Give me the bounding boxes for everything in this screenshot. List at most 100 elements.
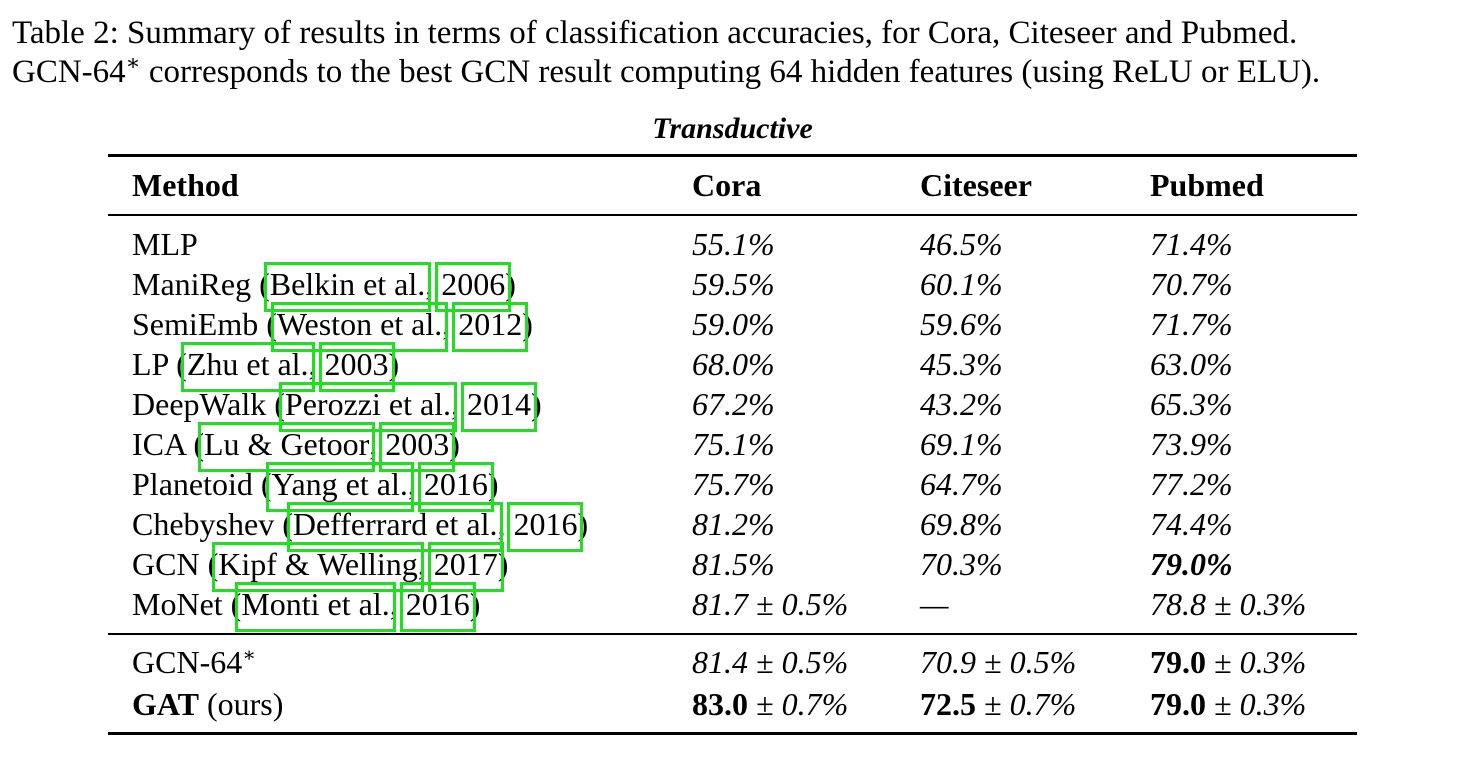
- method-name: MLP: [132, 226, 198, 262]
- caption-line-1: Table 2: Summary of results in terms of …: [12, 15, 1298, 51]
- citation-year: 2003: [318, 342, 395, 392]
- cora-cell-value: 67.2%: [692, 386, 775, 422]
- citeseer-cell-value: 60.1%: [920, 266, 1003, 302]
- citation-year: 2016: [417, 462, 494, 512]
- method-cell: GAT (ours): [132, 686, 283, 723]
- pubmed-cell-value: 74.4%: [1150, 506, 1233, 542]
- method-cell: Chebyshev (Defferrard et al., 2016): [132, 502, 588, 552]
- citation-link-box[interactable]: [180, 342, 315, 392]
- cora-cell: 81.2%: [692, 506, 775, 543]
- citeseer-cell-std: ± 0.7%: [976, 686, 1077, 722]
- citeseer-cell-value: —: [920, 586, 949, 622]
- pubmed-cell-value: 77.2%: [1150, 466, 1233, 502]
- pubmed-cell: 79.0%: [1150, 546, 1233, 583]
- cora-cell-value: 81.5%: [692, 546, 775, 582]
- method-cell: SemiEmb (Weston et al., 2012): [132, 302, 533, 352]
- header-pubmed: Pubmed: [1150, 167, 1264, 203]
- citation-authors: Yang et al.: [265, 462, 414, 512]
- citeseer-cell: 72.5 ± 0.7%: [920, 686, 1076, 723]
- method-name: ManiReg: [132, 266, 252, 302]
- method-cell: GCN (Kipf & Welling, 2017): [132, 542, 508, 592]
- method-cell: ManiReg (Belkin et al., 2006): [132, 262, 516, 312]
- cora-cell: 59.0%: [692, 306, 775, 343]
- citation-link-box[interactable]: [427, 542, 504, 592]
- citation-year: 2012: [452, 302, 529, 352]
- citation-link-box[interactable]: [461, 382, 538, 432]
- citation-authors: Zhu et al.: [180, 342, 315, 392]
- citeseer-cell-value: 70.3%: [920, 546, 1003, 582]
- method-name: Planetoid: [132, 466, 253, 502]
- caption-line-2-rest: corresponds to the best GCN result compu…: [140, 54, 1321, 90]
- pubmed-cell: 73.9%: [1150, 426, 1233, 463]
- section-rule: [108, 633, 1357, 635]
- citeseer-cell-value: 69.1%: [920, 426, 1003, 462]
- citation-link-box[interactable]: [212, 542, 424, 592]
- pubmed-cell: 70.7%: [1150, 266, 1233, 303]
- citation-link-box[interactable]: [379, 422, 456, 472]
- citeseer-cell-value: 46.5%: [920, 226, 1003, 262]
- citeseer-cell-value: 45.3%: [920, 346, 1003, 382]
- method-name: ICA: [132, 426, 186, 462]
- pubmed-cell: 77.2%: [1150, 466, 1233, 503]
- citeseer-cell: 70.9 ± 0.5%: [920, 644, 1076, 681]
- method-suffix: (ours): [198, 686, 284, 722]
- header-rule: [108, 214, 1357, 216]
- citation-year: 2014: [461, 382, 538, 432]
- citation-year: 2016: [507, 502, 584, 552]
- citeseer-cell-value: 59.6%: [920, 306, 1003, 342]
- citeseer-cell: 43.2%: [920, 386, 1003, 423]
- cora-cell-value: 75.1%: [692, 426, 775, 462]
- citeseer-cell-mean: 70.9: [920, 644, 976, 680]
- cora-cell-std: ± 0.5%: [748, 586, 849, 622]
- header-method: Method: [132, 167, 239, 203]
- citation-authors: Belkin et al.: [263, 262, 432, 312]
- method-cell: Planetoid (Yang et al., 2016): [132, 462, 498, 512]
- citeseer-cell: 70.3%: [920, 546, 1003, 583]
- cora-cell: 81.4 ± 0.5%: [692, 644, 848, 681]
- method-cell: DeepWalk (Perozzi et al., 2014): [132, 382, 542, 432]
- citation-link-box[interactable]: [278, 382, 458, 432]
- cora-cell-mean: 81.4: [692, 644, 748, 680]
- method-name: LP: [132, 346, 169, 382]
- method-cell: ICA (Lu & Getoor, 2003): [132, 422, 460, 472]
- cora-cell: 67.2%: [692, 386, 775, 423]
- citation-authors: Lu & Getoor: [198, 422, 376, 472]
- top-rule: [108, 154, 1357, 157]
- citeseer-cell: 69.1%: [920, 426, 1003, 463]
- citation-year: 2003: [379, 422, 456, 472]
- cora-cell: 55.1%: [692, 226, 775, 263]
- method-name: Chebyshev: [132, 506, 275, 542]
- citation-link-box[interactable]: [286, 502, 504, 552]
- citation-link-box[interactable]: [417, 462, 494, 512]
- citeseer-cell: —: [920, 586, 948, 623]
- caption-gcn64: GCN-64: [12, 54, 126, 90]
- pubmed-cell-value: 65.3%: [1150, 386, 1233, 422]
- citation-link-box[interactable]: [198, 422, 376, 472]
- caption-line-2: GCN-64∗ corresponds to the best GCN resu…: [12, 50, 1467, 92]
- caption-star: ∗: [125, 50, 141, 75]
- cora-cell-value: 75.7%: [692, 466, 775, 502]
- cora-cell-mean: 83.0: [692, 686, 748, 722]
- method-cell: MLP: [132, 226, 198, 263]
- citeseer-cell: 46.5%: [920, 226, 1003, 263]
- cora-cell: 59.5%: [692, 266, 775, 303]
- citation-link-box[interactable]: [270, 302, 449, 352]
- citeseer-cell-value: 43.2%: [920, 386, 1003, 422]
- method-cell: MoNet (Monti et al., 2016): [132, 582, 480, 632]
- citation-link-box[interactable]: [507, 502, 584, 552]
- cora-cell-value: 81.2%: [692, 506, 775, 542]
- pubmed-cell-mean: 78.8: [1150, 586, 1206, 622]
- citation-link-box[interactable]: [435, 262, 512, 312]
- citation-link-box[interactable]: [399, 582, 476, 632]
- cora-cell-value: 55.1%: [692, 226, 775, 262]
- header-cora: Cora: [692, 167, 762, 203]
- citeseer-cell: 59.6%: [920, 306, 1003, 343]
- citation-link-box[interactable]: [263, 262, 432, 312]
- citation-link-box[interactable]: [265, 462, 414, 512]
- citation-authors: Monti et al.: [235, 582, 396, 632]
- pubmed-cell-std: ± 0.3%: [1206, 644, 1307, 680]
- citation-link-box[interactable]: [452, 302, 529, 352]
- pubmed-cell: 63.0%: [1150, 346, 1233, 383]
- citation-link-box[interactable]: [318, 342, 395, 392]
- citation-link-box[interactable]: [235, 582, 396, 632]
